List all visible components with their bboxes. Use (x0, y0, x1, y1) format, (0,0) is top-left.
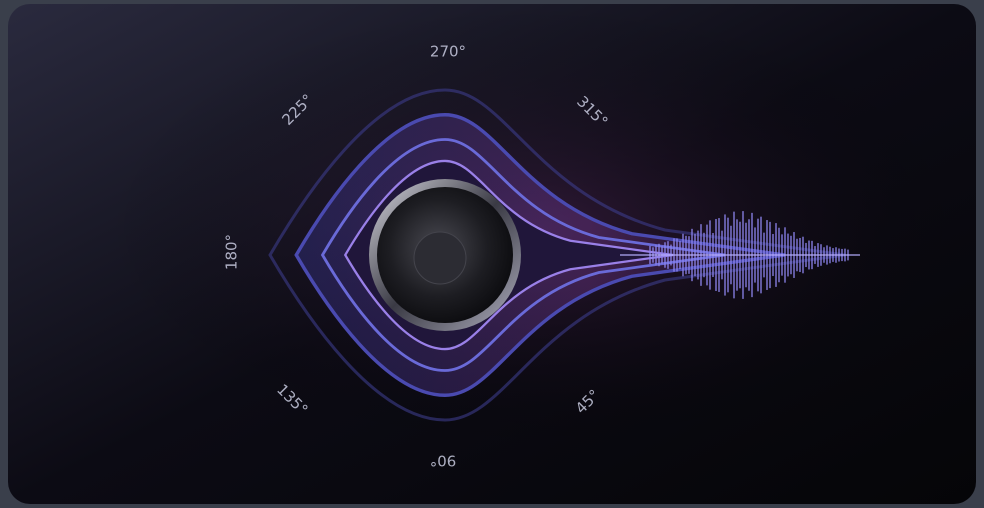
waveform (620, 211, 860, 299)
angle-label: 90° (430, 452, 457, 470)
angle-label: 270° (430, 43, 466, 61)
speaker-cap (413, 231, 467, 285)
angle-label: 180° (223, 234, 241, 270)
